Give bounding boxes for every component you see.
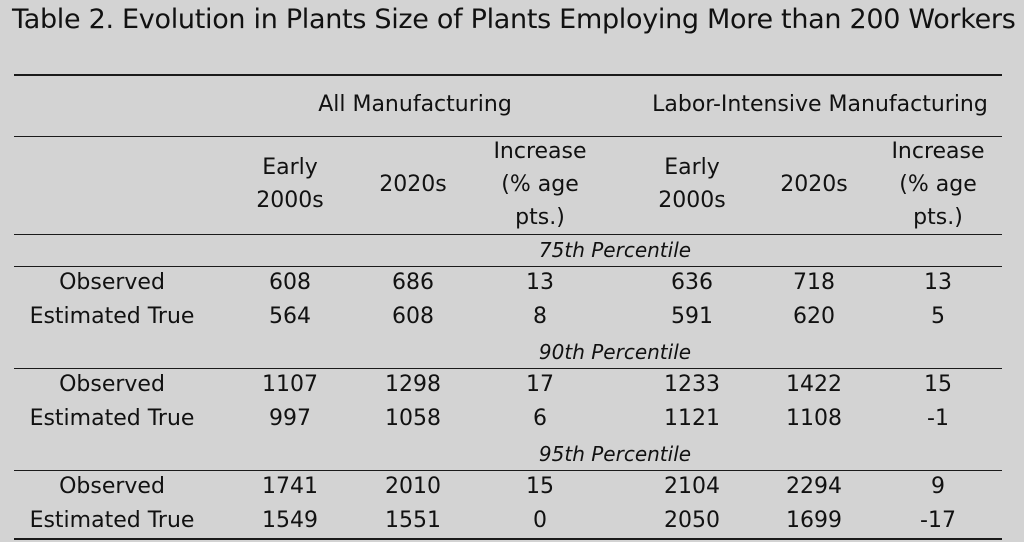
- row-label: Observed: [59, 372, 165, 397]
- table-cell: 620: [793, 304, 835, 329]
- table-cell: 591: [671, 304, 713, 329]
- section-label: 75th Percentile: [538, 238, 692, 262]
- column-header: Increase (% age pts.): [475, 135, 605, 234]
- column-header-line: Increase: [493, 138, 587, 164]
- table-cell: 1549: [262, 508, 318, 533]
- row-label: Estimated True: [29, 406, 195, 431]
- table-cell: 1121: [664, 406, 720, 431]
- bottom-rule: [14, 538, 1002, 540]
- table-cell: 1699: [786, 508, 842, 533]
- table-cell: 686: [392, 270, 434, 295]
- column-header-line: Early: [262, 155, 318, 180]
- table-cell: 608: [269, 270, 311, 295]
- table-cell: 718: [793, 270, 835, 295]
- column-header: 2020s: [358, 168, 468, 201]
- table-cell: 608: [392, 304, 434, 329]
- table-cell: -1: [927, 406, 949, 431]
- section-rule: [14, 368, 1002, 369]
- section-label: 90th Percentile: [538, 340, 692, 364]
- table-cell: 1298: [385, 372, 441, 397]
- table-cell: 1108: [786, 406, 842, 431]
- table-cell: 1058: [385, 406, 441, 431]
- table-cell: 13: [924, 270, 952, 295]
- table-cell: 2104: [664, 474, 720, 499]
- table-cell: 6: [533, 406, 547, 431]
- table-cell: 5: [931, 304, 945, 329]
- section-label: 95th Percentile: [538, 442, 692, 466]
- section-rule: [14, 470, 1002, 471]
- table-cell: 2010: [385, 474, 441, 499]
- table-cell: 13: [526, 270, 554, 295]
- table-cell: -17: [920, 508, 956, 533]
- column-header-line: pts.): [913, 204, 963, 230]
- table-cell: 564: [269, 304, 311, 329]
- column-header-line: Increase: [891, 138, 985, 164]
- table-cell: 1741: [262, 474, 318, 499]
- table-cell: 1422: [786, 372, 842, 397]
- column-header: 2020s: [759, 168, 869, 201]
- table-cell: 8: [533, 304, 547, 329]
- group-header-all-manufacturing: All Manufacturing: [318, 92, 512, 117]
- table-title: Table 2. Evolution in Plants Size of Pla…: [12, 4, 1016, 35]
- column-header-line: 2020s: [379, 171, 447, 197]
- column-header-line: 2020s: [780, 171, 848, 197]
- column-header: Early 2000s: [235, 151, 345, 217]
- table-cell: 17: [526, 372, 554, 397]
- column-header: Early 2000s: [637, 151, 747, 217]
- columns-rule: [14, 234, 1002, 235]
- table-cell: 1107: [262, 372, 318, 397]
- table-cell: 1233: [664, 372, 720, 397]
- row-label: Estimated True: [29, 304, 195, 329]
- table-cell: 2294: [786, 474, 842, 499]
- table-cell: 1551: [385, 508, 441, 533]
- table-cell: 15: [924, 372, 952, 397]
- column-header-line: (% age: [899, 171, 977, 197]
- table-cell: 636: [671, 270, 713, 295]
- column-header: Increase (% age pts.): [873, 135, 1003, 234]
- group-header-labor-intensive: Labor-Intensive Manufacturing: [652, 92, 988, 117]
- row-label: Observed: [59, 270, 165, 295]
- header-rule: [14, 136, 1002, 137]
- table-cell: 997: [269, 406, 311, 431]
- table-cell: 9: [931, 474, 945, 499]
- row-label: Observed: [59, 474, 165, 499]
- row-label: Estimated True: [29, 508, 195, 533]
- column-header-line: Early: [664, 155, 720, 180]
- column-header-line: 2000s: [256, 188, 324, 213]
- table-cell: 15: [526, 474, 554, 499]
- column-header-line: pts.): [515, 204, 565, 230]
- top-rule: [14, 74, 1002, 76]
- section-rule: [14, 266, 1002, 267]
- column-header-line: (% age: [501, 171, 579, 197]
- table-cell: 2050: [664, 508, 720, 533]
- table-cell: 0: [533, 508, 547, 533]
- column-header-line: 2000s: [658, 188, 726, 213]
